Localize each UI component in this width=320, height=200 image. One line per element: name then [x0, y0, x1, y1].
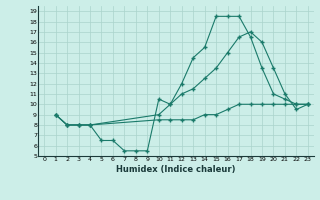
- X-axis label: Humidex (Indice chaleur): Humidex (Indice chaleur): [116, 165, 236, 174]
